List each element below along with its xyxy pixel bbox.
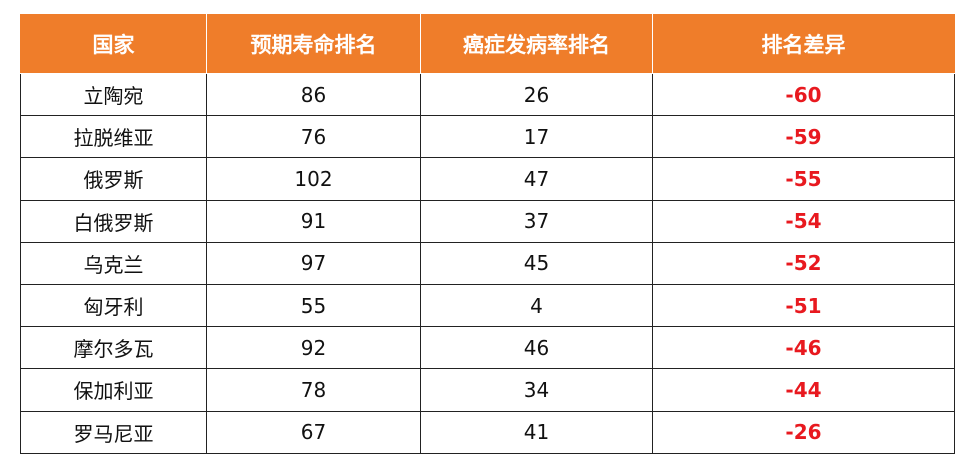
- country-cell: 摩尔多瓦: [20, 326, 207, 370]
- cancer-incidence-rank-cell: 41: [420, 410, 653, 454]
- header-country: 国家: [20, 14, 207, 74]
- table-row: 白俄罗斯 91 37 -54: [20, 199, 955, 243]
- life-expectancy-rank-cell: 92: [206, 326, 421, 370]
- country-cell: 俄罗斯: [20, 157, 207, 201]
- ranking-table-container: 国家 预期寿命排名 癌症发病率排名 排名差异 立陶宛 86 26 -60 拉脱维…: [20, 14, 955, 454]
- life-expectancy-rank-cell: 76: [206, 115, 421, 159]
- table-row: 摩尔多瓦 92 46 -46: [20, 326, 955, 370]
- rank-difference-cell: -46: [652, 326, 955, 370]
- country-cell: 拉脱维亚: [20, 115, 207, 159]
- rank-difference-cell: -52: [652, 241, 955, 285]
- header-life-expectancy-rank: 预期寿命排名: [206, 14, 421, 74]
- life-expectancy-rank-cell: 78: [206, 368, 421, 412]
- cancer-incidence-rank-cell: 26: [420, 72, 653, 117]
- header-row: 国家 预期寿命排名 癌症发病率排名 排名差异: [20, 14, 955, 74]
- table-body: 立陶宛 86 26 -60 拉脱维亚 76 17 -59 俄罗斯 102 47 …: [20, 72, 955, 454]
- cancer-incidence-rank-cell: 37: [420, 199, 653, 243]
- life-expectancy-rank-cell: 97: [206, 241, 421, 285]
- rank-difference-cell: -54: [652, 199, 955, 243]
- table-row: 保加利亚 78 34 -44: [20, 368, 955, 412]
- rank-difference-cell: -44: [652, 368, 955, 412]
- cancer-incidence-rank-cell: 4: [420, 283, 653, 328]
- country-cell: 立陶宛: [20, 72, 207, 117]
- life-expectancy-rank-cell: 86: [206, 72, 421, 117]
- rank-difference-cell: -55: [652, 157, 955, 201]
- country-cell: 乌克兰: [20, 241, 207, 285]
- country-cell: 保加利亚: [20, 368, 207, 412]
- life-expectancy-rank-cell: 55: [206, 283, 421, 328]
- table-row: 罗马尼亚 67 41 -26: [20, 410, 955, 454]
- cancer-incidence-rank-cell: 46: [420, 326, 653, 370]
- rank-difference-cell: -26: [652, 410, 955, 454]
- header-cancer-incidence-rank: 癌症发病率排名: [420, 14, 653, 74]
- table-row: 匈牙利 55 4 -51: [20, 283, 955, 328]
- life-expectancy-rank-cell: 91: [206, 199, 421, 243]
- header-rank-difference: 排名差异: [652, 14, 955, 74]
- rank-difference-cell: -60: [652, 72, 955, 117]
- ranking-table: 国家 预期寿命排名 癌症发病率排名 排名差异 立陶宛 86 26 -60 拉脱维…: [20, 14, 955, 454]
- cancer-incidence-rank-cell: 34: [420, 368, 653, 412]
- life-expectancy-rank-cell: 67: [206, 410, 421, 454]
- cancer-incidence-rank-cell: 17: [420, 115, 653, 159]
- table-row: 立陶宛 86 26 -60: [20, 72, 955, 117]
- table-row: 乌克兰 97 45 -52: [20, 241, 955, 285]
- table-row: 俄罗斯 102 47 -55: [20, 157, 955, 201]
- life-expectancy-rank-cell: 102: [206, 157, 421, 201]
- country-cell: 白俄罗斯: [20, 199, 207, 243]
- rank-difference-cell: -51: [652, 283, 955, 328]
- table-header: 国家 预期寿命排名 癌症发病率排名 排名差异: [20, 14, 955, 74]
- rank-difference-cell: -59: [652, 115, 955, 159]
- table-row: 拉脱维亚 76 17 -59: [20, 115, 955, 159]
- cancer-incidence-rank-cell: 45: [420, 241, 653, 285]
- country-cell: 罗马尼亚: [20, 410, 207, 454]
- cancer-incidence-rank-cell: 47: [420, 157, 653, 201]
- country-cell: 匈牙利: [20, 283, 207, 328]
